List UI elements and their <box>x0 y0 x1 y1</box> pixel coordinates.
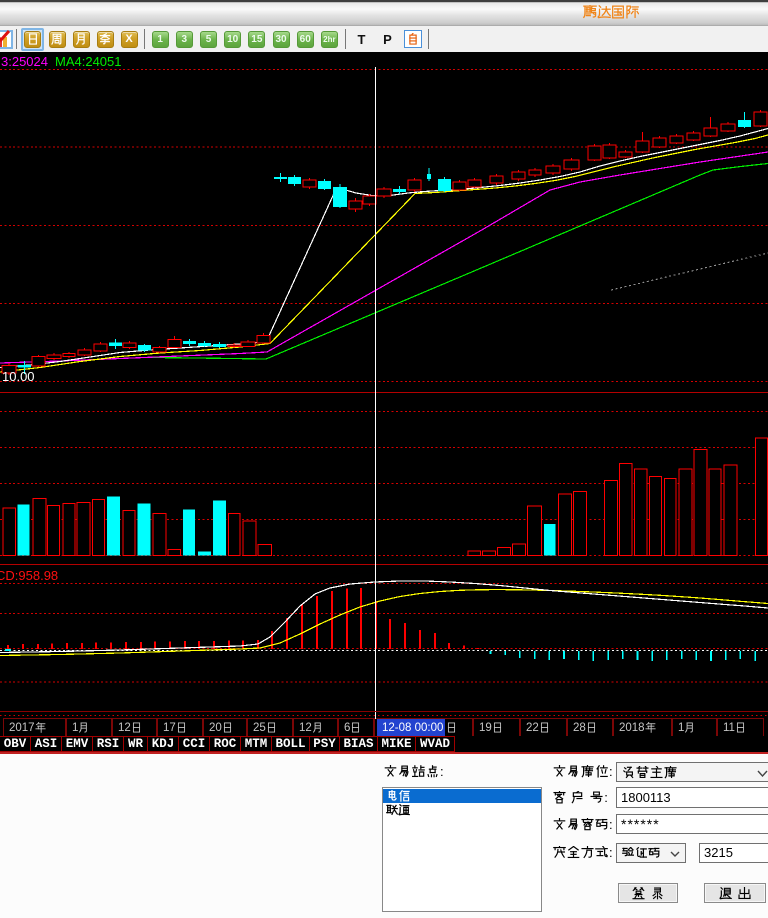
svg-text:10.00: 10.00 <box>2 369 35 384</box>
svg-text:3:25024: 3:25024 <box>1 54 48 69</box>
svg-text:MA4:24051: MA4:24051 <box>55 54 122 69</box>
svg-text:CD:958.98: CD:958.98 <box>0 568 58 583</box>
